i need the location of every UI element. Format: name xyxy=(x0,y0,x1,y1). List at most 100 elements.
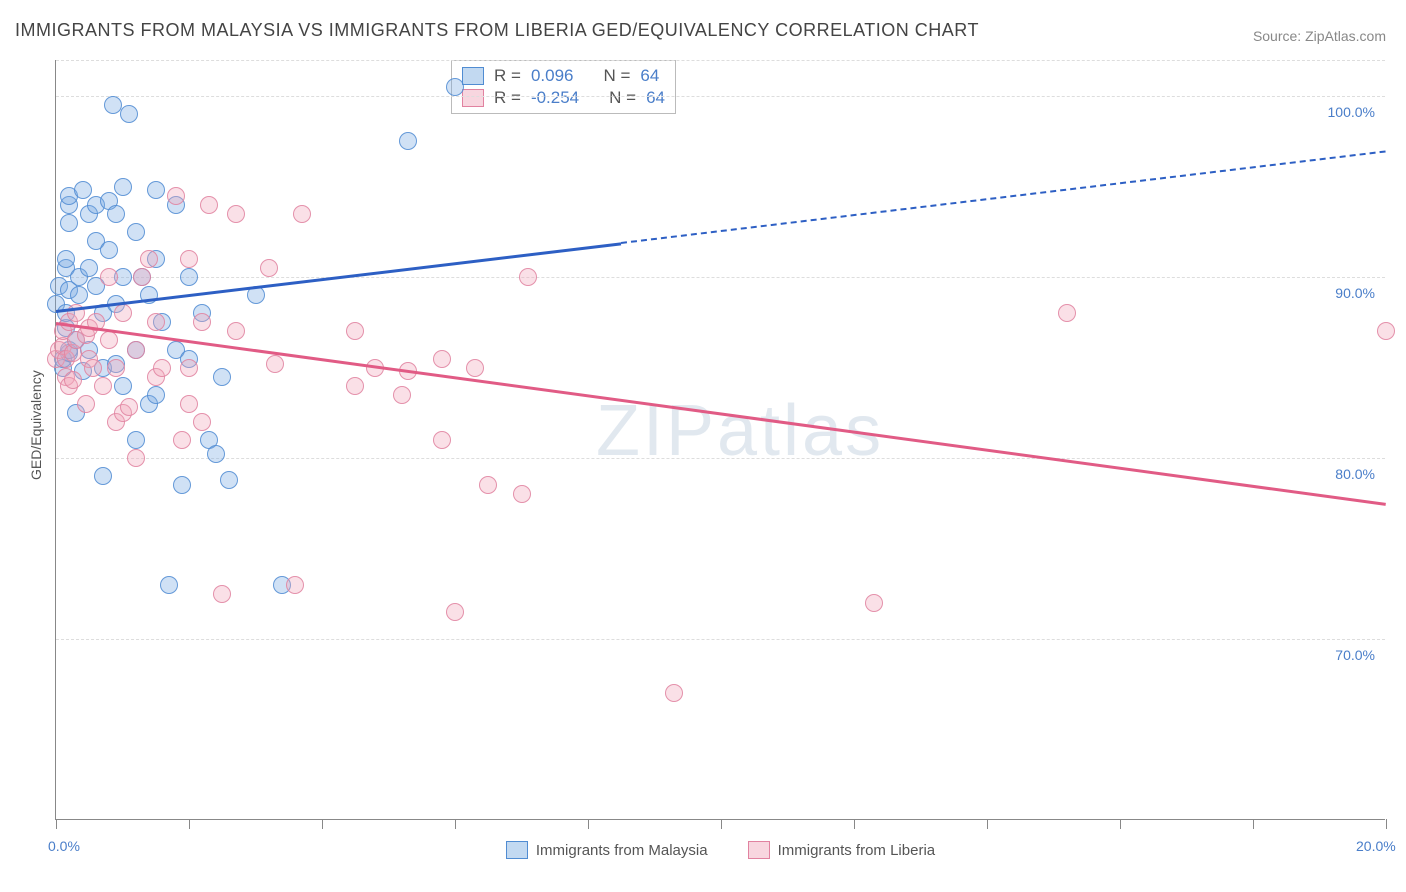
data-point xyxy=(80,350,98,368)
gridline xyxy=(56,60,1385,61)
data-point xyxy=(64,344,82,362)
data-point xyxy=(57,368,75,386)
data-point xyxy=(80,341,98,359)
data-point xyxy=(107,355,125,373)
data-point xyxy=(153,313,171,331)
data-point xyxy=(94,467,112,485)
n-label: N = xyxy=(609,88,636,108)
gridline xyxy=(56,96,1385,97)
data-point xyxy=(346,377,364,395)
stat-row-liberia: R = -0.254 N = 64 xyxy=(462,87,665,109)
data-point xyxy=(57,319,75,337)
data-point xyxy=(446,603,464,621)
source-label: Source: ZipAtlas.com xyxy=(1253,28,1386,44)
x-tick xyxy=(1120,819,1121,829)
data-point xyxy=(220,471,238,489)
data-point xyxy=(140,250,158,268)
r-label: R = xyxy=(494,66,521,86)
data-point xyxy=(193,313,211,331)
data-point xyxy=(207,445,225,463)
data-point xyxy=(167,187,185,205)
data-point xyxy=(100,192,118,210)
data-point xyxy=(200,196,218,214)
data-point xyxy=(479,476,497,494)
data-point xyxy=(147,386,165,404)
data-point xyxy=(60,187,78,205)
data-point xyxy=(60,377,78,395)
data-point xyxy=(67,331,85,349)
stat-legend: R = 0.096 N = 64 R = -0.254 N = 64 xyxy=(451,60,676,114)
r-value: -0.254 xyxy=(531,88,579,108)
data-point xyxy=(193,413,211,431)
data-point xyxy=(293,205,311,223)
data-point xyxy=(87,196,105,214)
data-point xyxy=(54,350,72,368)
data-point xyxy=(60,344,78,362)
trend-line xyxy=(56,322,1386,505)
data-point xyxy=(67,331,85,349)
data-point xyxy=(160,576,178,594)
data-point xyxy=(513,485,531,503)
data-point xyxy=(127,431,145,449)
data-point xyxy=(114,178,132,196)
swatch-icon xyxy=(506,841,528,859)
plot-area: ZIPatlas R = 0.096 N = 64 R = -0.254 N =… xyxy=(55,60,1385,820)
data-point xyxy=(114,404,132,422)
data-point xyxy=(180,350,198,368)
data-point xyxy=(120,105,138,123)
data-point xyxy=(60,341,78,359)
data-point xyxy=(127,341,145,359)
x-tick xyxy=(588,819,589,829)
data-point xyxy=(167,341,185,359)
data-point xyxy=(57,250,75,268)
data-point xyxy=(180,359,198,377)
data-point xyxy=(286,576,304,594)
x-tick xyxy=(854,819,855,829)
data-point xyxy=(74,362,92,380)
data-point xyxy=(180,250,198,268)
n-value: 64 xyxy=(640,66,659,86)
r-label: R = xyxy=(494,88,521,108)
trend-line xyxy=(621,150,1386,244)
data-point xyxy=(213,585,231,603)
data-point xyxy=(200,431,218,449)
y-tick-label: 90.0% xyxy=(1335,285,1375,301)
data-point xyxy=(80,205,98,223)
legend-item-malaysia: Immigrants from Malaysia xyxy=(506,841,708,859)
gridline xyxy=(56,277,1385,278)
legend-label: Immigrants from Liberia xyxy=(778,842,936,859)
data-point xyxy=(266,355,284,373)
data-point xyxy=(57,350,75,368)
x-tick xyxy=(455,819,456,829)
data-point xyxy=(173,476,191,494)
y-tick-label: 80.0% xyxy=(1335,466,1375,482)
y-axis-title: GED/Equivalency xyxy=(28,370,44,480)
x-tick xyxy=(1253,819,1254,829)
data-point xyxy=(865,594,883,612)
data-point xyxy=(433,431,451,449)
x-tick xyxy=(987,819,988,829)
legend-item-liberia: Immigrants from Liberia xyxy=(748,841,936,859)
data-point xyxy=(100,241,118,259)
data-point xyxy=(260,259,278,277)
data-point xyxy=(173,431,191,449)
data-point xyxy=(94,377,112,395)
data-point xyxy=(147,181,165,199)
data-point xyxy=(193,304,211,322)
data-point xyxy=(227,205,245,223)
data-point xyxy=(67,404,85,422)
data-point xyxy=(80,259,98,277)
data-point xyxy=(54,359,72,377)
legend-label: Immigrants from Malaysia xyxy=(536,842,708,859)
data-point xyxy=(54,337,72,355)
data-point xyxy=(100,331,118,349)
data-point xyxy=(120,398,138,416)
chart-container: IMMIGRANTS FROM MALAYSIA VS IMMIGRANTS F… xyxy=(0,0,1406,892)
data-point xyxy=(57,259,75,277)
data-point xyxy=(665,684,683,702)
data-point xyxy=(64,371,82,389)
data-point xyxy=(94,359,112,377)
data-point xyxy=(127,223,145,241)
data-point xyxy=(50,341,68,359)
swatch-icon xyxy=(462,67,484,85)
